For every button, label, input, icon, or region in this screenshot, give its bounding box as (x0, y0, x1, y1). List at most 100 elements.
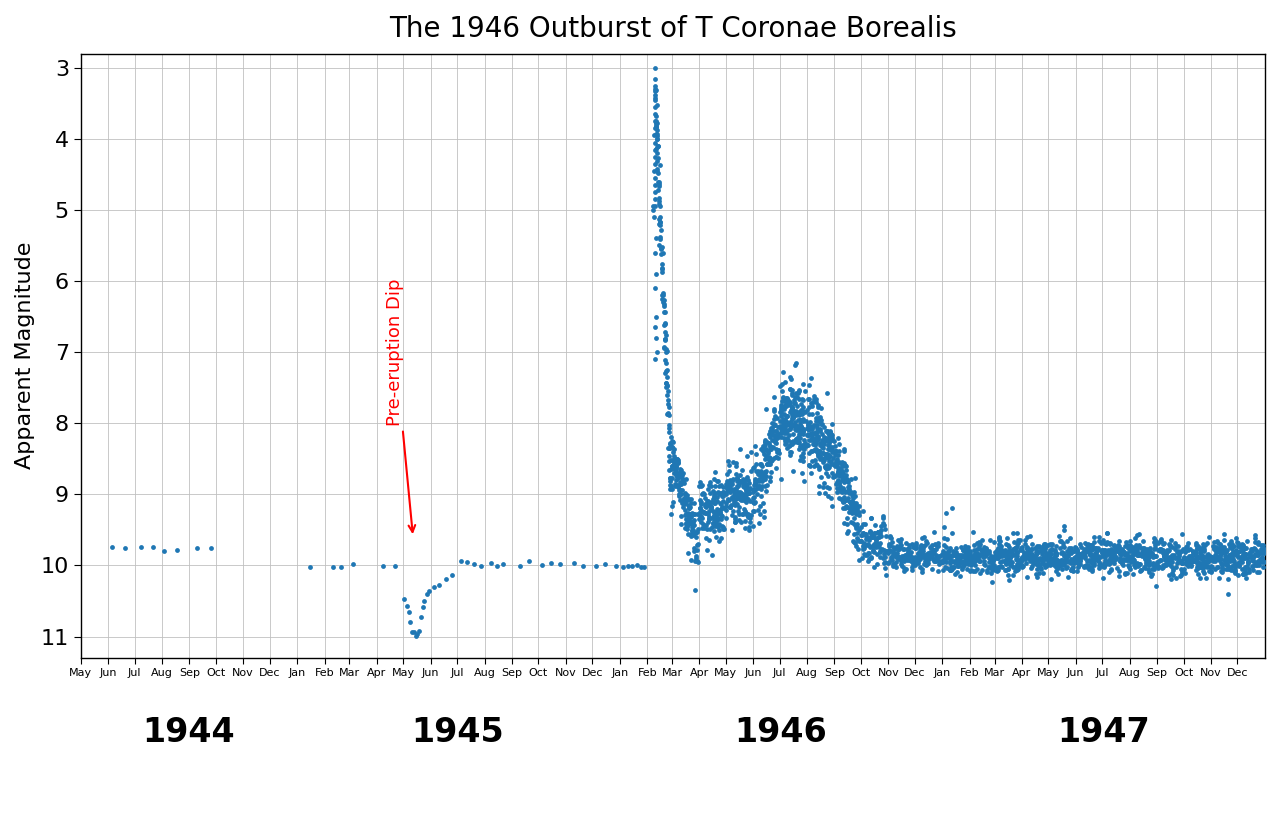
Point (667, 455, 687, 468)
Point (998, 539, 1019, 552)
Point (486, 559, 507, 572)
Point (759, 475, 780, 488)
Point (1203, 554, 1224, 567)
Point (849, 508, 869, 521)
Point (803, 427, 823, 440)
Point (713, 485, 733, 498)
Point (964, 538, 984, 551)
Point (787, 435, 808, 448)
Point (838, 491, 859, 504)
Point (955, 544, 975, 557)
Point (719, 482, 740, 495)
Point (815, 461, 836, 474)
Point (1202, 553, 1222, 566)
Point (1089, 555, 1110, 568)
Point (966, 548, 987, 561)
Point (1202, 550, 1222, 563)
Point (1082, 564, 1102, 577)
Point (1088, 544, 1108, 557)
Point (934, 553, 955, 566)
Point (700, 523, 721, 536)
Point (1070, 548, 1091, 561)
Point (1048, 559, 1069, 572)
Point (978, 546, 998, 559)
Point (836, 458, 856, 471)
Point (792, 393, 813, 406)
Point (792, 424, 813, 437)
Point (769, 446, 790, 459)
Point (726, 483, 746, 496)
Point (1242, 554, 1262, 567)
Point (867, 535, 887, 548)
Point (1158, 568, 1179, 581)
Point (890, 536, 910, 549)
Point (681, 492, 701, 505)
Point (708, 485, 728, 498)
Point (960, 565, 980, 578)
Point (1102, 554, 1123, 567)
Point (777, 431, 797, 444)
Point (645, 107, 666, 120)
Point (744, 492, 764, 505)
Point (726, 515, 746, 528)
Point (772, 378, 792, 391)
Point (785, 359, 805, 372)
Point (1068, 549, 1088, 562)
Point (687, 538, 708, 551)
Point (957, 542, 978, 555)
Point (1065, 554, 1085, 567)
Point (1190, 546, 1211, 559)
Point (1142, 547, 1162, 560)
Point (662, 434, 682, 447)
Point (928, 550, 948, 563)
Point (874, 544, 895, 557)
Point (920, 541, 941, 554)
Point (764, 402, 785, 415)
Point (1108, 565, 1129, 578)
Point (700, 486, 721, 499)
Point (937, 551, 957, 564)
Point (1247, 565, 1267, 578)
Point (915, 552, 936, 565)
Point (1002, 555, 1023, 568)
Point (895, 551, 915, 564)
Point (1119, 560, 1139, 573)
Point (776, 419, 796, 432)
Point (1034, 537, 1055, 550)
Point (785, 418, 805, 431)
Point (1193, 559, 1213, 572)
Point (652, 263, 672, 276)
Point (787, 431, 808, 444)
Point (646, 154, 667, 167)
Point (1025, 558, 1046, 571)
Point (1146, 550, 1166, 563)
Point (631, 560, 652, 573)
Point (1007, 550, 1028, 563)
Point (1181, 554, 1202, 567)
Point (804, 444, 824, 457)
Point (669, 487, 690, 500)
Point (1238, 547, 1258, 560)
Point (654, 341, 675, 354)
Point (690, 493, 710, 506)
Point (684, 519, 704, 532)
Point (861, 528, 882, 541)
Point (1211, 553, 1231, 566)
Point (662, 500, 682, 513)
Point (1230, 540, 1251, 553)
Point (938, 545, 959, 558)
Point (659, 464, 680, 477)
Point (1036, 549, 1056, 562)
Point (1083, 553, 1103, 566)
Point (924, 553, 945, 566)
Point (1110, 554, 1130, 567)
Point (819, 481, 840, 494)
Point (886, 541, 906, 554)
Point (1146, 580, 1166, 593)
Point (1082, 549, 1102, 562)
Point (659, 437, 680, 450)
Point (1135, 552, 1156, 565)
Point (836, 459, 856, 472)
Point (1151, 533, 1171, 546)
Point (1187, 550, 1207, 563)
